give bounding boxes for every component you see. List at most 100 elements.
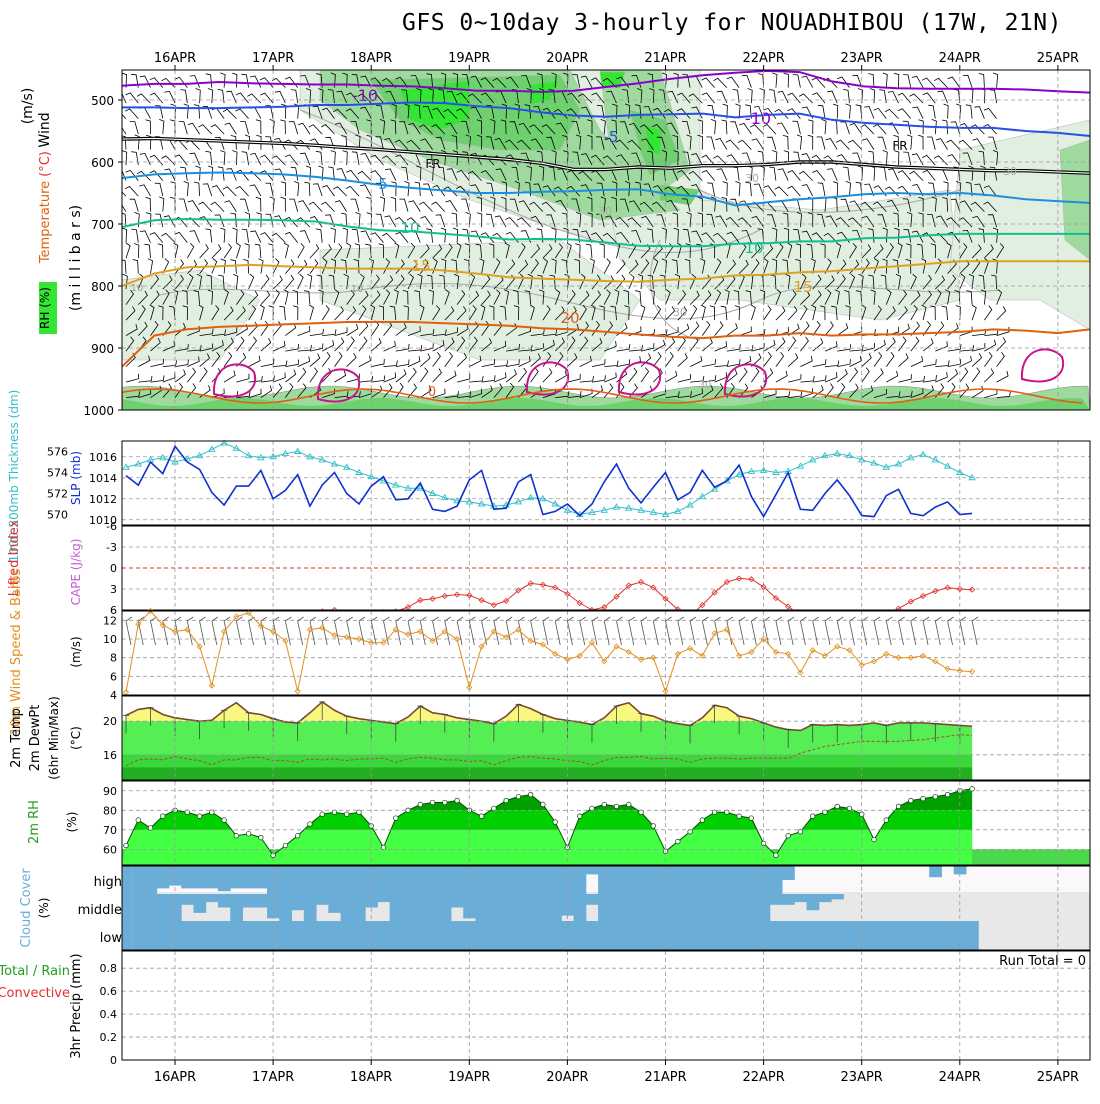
isotherm--10 (122, 70, 1090, 94)
wind-barb (346, 289, 355, 305)
wind-barb (665, 351, 674, 367)
wind-barb (918, 119, 924, 135)
wind-barb (145, 134, 152, 150)
wind-barb (422, 105, 433, 119)
cloud-bar-middle (573, 894, 587, 921)
rh2m-tick-label: 60 (103, 843, 117, 856)
cloud-bar-high (634, 866, 648, 894)
wind-barb (407, 243, 416, 259)
wind-barb (972, 138, 985, 150)
thickness-tick-label: 572 (47, 488, 68, 501)
wind-barb (355, 212, 361, 228)
date-tick-top: 20APR (546, 51, 588, 66)
wind-barb (812, 375, 827, 383)
wind-barb (511, 166, 519, 181)
wind-barb (480, 170, 495, 181)
lifted-frame (121, 525, 1091, 611)
wind-barb (426, 228, 433, 243)
wind-barb (265, 213, 274, 228)
minmax-whisker (834, 724, 841, 743)
cloud-bar-middle (732, 894, 746, 921)
minmax-whisker (883, 725, 890, 744)
wind-barb (122, 204, 127, 212)
cloud-bar-middle (328, 894, 342, 913)
wind-barb (395, 322, 407, 336)
thickness-point (171, 458, 179, 465)
wind-barb (161, 232, 176, 243)
wind-barb (260, 385, 273, 398)
wind-barb (457, 373, 471, 383)
wind-barb (870, 289, 876, 305)
wind-barb (222, 186, 237, 197)
cloud-bar-low (122, 921, 133, 950)
wind-barb (812, 170, 826, 181)
thickness-point (747, 467, 756, 474)
wind-barb (796, 212, 803, 228)
wind-barb (488, 243, 495, 259)
cloud-bar-middle (610, 894, 624, 921)
wind-barb (922, 232, 936, 243)
wind-barb (122, 127, 127, 135)
cloud-middle-label: middle (78, 903, 122, 918)
wind-barb (334, 306, 344, 321)
surface-wind-barb (603, 616, 611, 646)
wind-barb (966, 290, 973, 305)
thickness-point (894, 460, 903, 467)
wind-barb (420, 138, 433, 150)
wind-barb (224, 200, 237, 212)
wind-barb (280, 196, 286, 212)
wind-barb (155, 105, 164, 119)
wind-barb (689, 355, 703, 367)
wind-barb (861, 138, 875, 150)
thickness-point (674, 507, 682, 514)
wind-barb (800, 375, 815, 383)
wind-barb (260, 337, 272, 352)
wind-barb (158, 305, 164, 321)
wind-barb (983, 185, 997, 197)
wind-barb (296, 217, 311, 228)
thickness-point (968, 473, 976, 481)
minmax-label: (6hr Min/Max) (47, 696, 61, 780)
cloud-bar-low (585, 921, 599, 950)
wind-barb (468, 336, 478, 352)
minmax-whisker (736, 715, 743, 735)
wind-barb (971, 385, 984, 398)
lifted-index-point (932, 588, 939, 595)
wind-barb (903, 151, 912, 166)
wind-barb (309, 328, 324, 336)
wind-barb (726, 231, 740, 243)
wind-barb (309, 353, 321, 367)
wind-barb (604, 137, 617, 150)
contour-label: 30 (673, 306, 687, 319)
wind-barb (879, 166, 887, 181)
wind-barb (505, 323, 518, 336)
wind-barb (800, 290, 811, 305)
wind-barb (506, 359, 520, 367)
wind-barb (677, 289, 687, 305)
wind-barb (536, 150, 544, 166)
wind-barb (812, 359, 827, 367)
wind-barb (465, 212, 471, 228)
wind-barb (652, 305, 662, 321)
thickness-point (882, 463, 891, 470)
wind-barb (553, 186, 568, 197)
wind-barb (586, 196, 593, 212)
wind-barb (707, 104, 715, 119)
wind-barb (260, 92, 274, 104)
wind-barb (226, 90, 237, 104)
wind-barb (677, 353, 688, 367)
wind-barb (169, 119, 176, 135)
surface-wind-barb (468, 616, 476, 646)
cloud-bar-high (217, 866, 231, 892)
wind-barb (602, 77, 617, 88)
lifted-index-point (527, 580, 534, 587)
wind-barb (248, 321, 259, 336)
wind-barb (664, 108, 679, 119)
cloud-bar-high (144, 866, 158, 894)
wind-barb (186, 243, 195, 259)
wind-barb (604, 372, 617, 383)
wind-barb (733, 290, 740, 305)
wind-barb (407, 273, 414, 290)
wind-barb (125, 373, 139, 383)
wind-barb (358, 305, 367, 321)
